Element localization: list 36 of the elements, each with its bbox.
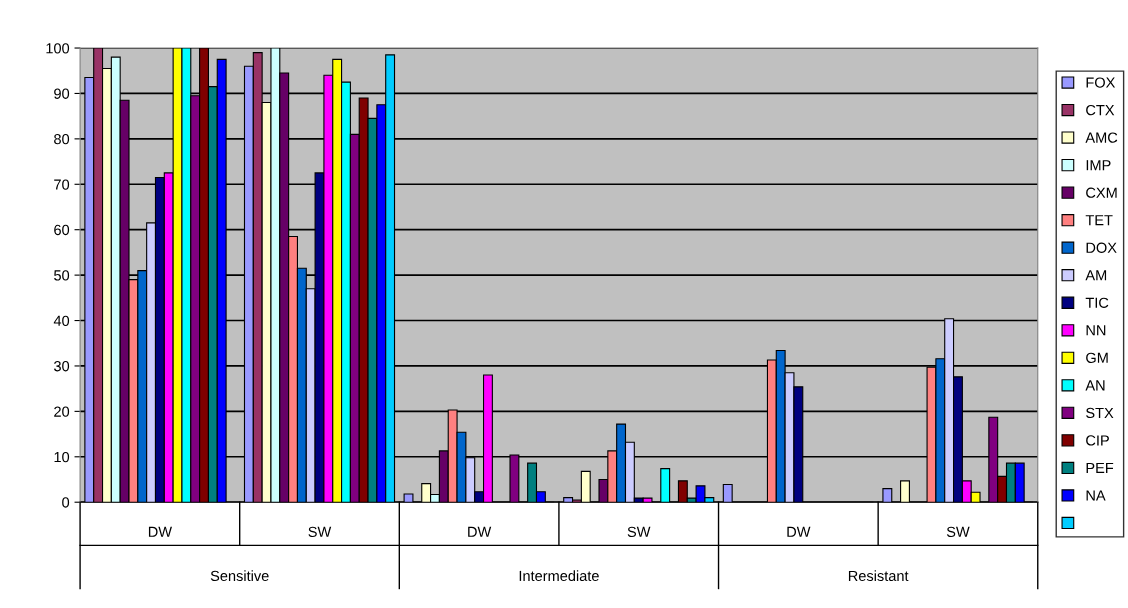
legend-label: FOX (1086, 77, 1116, 88)
legend-label: AM (1085, 270, 1107, 281)
legend-label: TET (1085, 215, 1113, 226)
x-tick-label: SW (946, 526, 970, 538)
text: Resistant (848, 570, 909, 582)
y-tick-label: 20 (54, 406, 70, 417)
x-tick-label: DW (787, 526, 811, 537)
text: Sensitive (210, 570, 269, 582)
legend-label: NA (1086, 490, 1106, 501)
y-tick-label: 80 (54, 133, 70, 145)
legend-label: CXM (1086, 187, 1117, 198)
y-tick-label: 10 (54, 451, 70, 463)
legend-label: CTX (1086, 104, 1115, 116)
y-tick-label: 70 (54, 179, 70, 190)
legend-label: TIC (1085, 297, 1109, 308)
legend-label: STX (1086, 407, 1114, 419)
y-tick-label: 50 (54, 270, 70, 281)
y-tick-label: 40 (53, 315, 70, 326)
legend-label: AN (1085, 380, 1105, 391)
legend-label: NN (1086, 325, 1106, 336)
y-tick-label: 0 (62, 497, 70, 508)
legend-label: GM (1086, 352, 1108, 364)
y-tick-label: 30 (54, 361, 70, 372)
y-tick-label: 60 (54, 224, 70, 236)
legend-label: CIP (1086, 435, 1109, 446)
legend-label: DOX (1086, 242, 1117, 253)
x-tick-label: DW (468, 526, 492, 537)
legend-label: AMC (1085, 132, 1118, 143)
x-tick-label: DW (148, 526, 172, 537)
legend-label: IMP (1086, 160, 1111, 171)
y-tick-label: 90 (54, 88, 70, 99)
text: Intermediate (519, 570, 599, 582)
legend-label: PEF (1086, 462, 1114, 473)
y-tick-label: 100 (46, 43, 70, 54)
x-tick-label: SW (627, 526, 651, 538)
x-tick-label: SW (308, 526, 332, 538)
